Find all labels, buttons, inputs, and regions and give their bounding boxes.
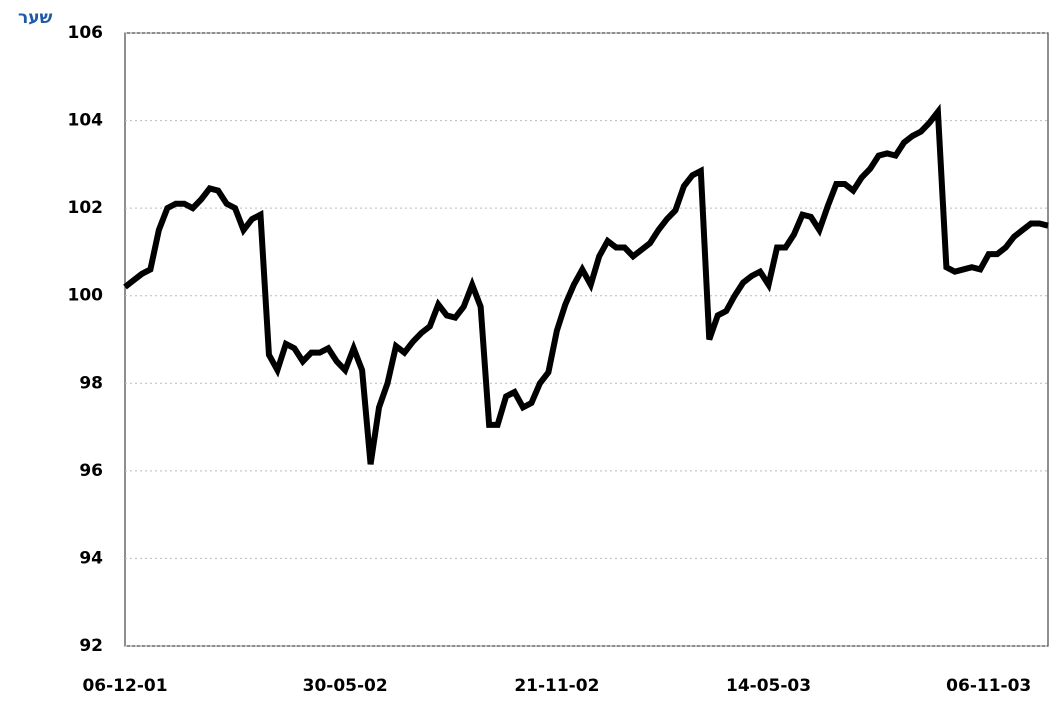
y-tick-label: 96: [79, 461, 103, 481]
x-tick-label: 06-12-01: [82, 676, 167, 696]
plot-frame: [124, 32, 1049, 647]
price-line: [123, 103, 1049, 465]
x-tick-label: 30-05-02: [303, 676, 388, 696]
y-tick-label: 104: [68, 111, 104, 131]
y-tick-label: 106: [68, 23, 104, 43]
x-tick-label: 06-11-03: [946, 676, 1031, 696]
y-tick-label: 102: [68, 198, 104, 218]
y-tick-label: 92: [79, 636, 103, 656]
y-axis-label: שער: [18, 8, 53, 28]
y-tick-label: 94: [79, 548, 103, 568]
y-tick-label: 98: [79, 373, 103, 393]
x-tick-label: 14-05-03: [726, 676, 811, 696]
x-tick-label: 21-11-02: [514, 676, 599, 696]
y-tick-label: 100: [68, 286, 104, 306]
